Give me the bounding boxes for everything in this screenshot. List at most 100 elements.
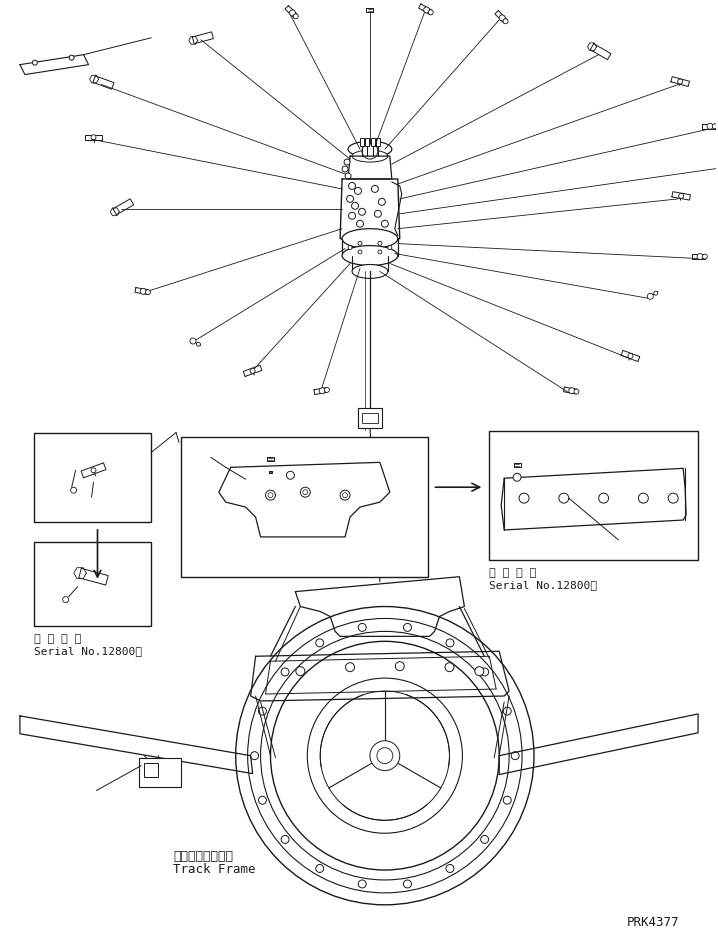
Circle shape	[358, 624, 366, 631]
Bar	[376, 138, 380, 146]
Circle shape	[289, 10, 295, 16]
Circle shape	[91, 135, 96, 140]
Circle shape	[388, 246, 392, 250]
Circle shape	[258, 796, 266, 804]
Circle shape	[707, 123, 713, 129]
Circle shape	[261, 631, 509, 880]
Circle shape	[480, 668, 489, 676]
Circle shape	[428, 10, 433, 15]
Bar	[358, 408, 382, 427]
Bar	[181, 438, 428, 576]
Ellipse shape	[348, 142, 392, 157]
Circle shape	[258, 708, 266, 715]
Ellipse shape	[352, 264, 388, 278]
Circle shape	[513, 473, 521, 481]
Ellipse shape	[352, 150, 388, 162]
Text: 適 用 号 機: 適 用 号 機	[34, 634, 81, 644]
Circle shape	[574, 389, 579, 394]
Circle shape	[357, 221, 363, 227]
Text: トラックフレーム: トラックフレーム	[173, 850, 233, 863]
Text: Serial No.12800～: Serial No.12800～	[34, 646, 142, 656]
Circle shape	[668, 493, 679, 503]
Circle shape	[702, 254, 707, 259]
Circle shape	[358, 250, 362, 254]
Circle shape	[480, 835, 489, 843]
Circle shape	[146, 290, 151, 294]
Circle shape	[320, 388, 325, 394]
Circle shape	[32, 61, 37, 65]
Circle shape	[446, 639, 454, 647]
Circle shape	[503, 708, 511, 715]
Circle shape	[236, 606, 534, 905]
Circle shape	[281, 835, 289, 843]
Circle shape	[654, 291, 658, 295]
Circle shape	[599, 493, 609, 503]
Circle shape	[381, 221, 388, 227]
Bar	[489, 430, 698, 560]
Circle shape	[503, 19, 508, 24]
Circle shape	[345, 663, 355, 671]
Circle shape	[445, 663, 454, 671]
Text: PRK4377: PRK4377	[627, 916, 679, 929]
Circle shape	[424, 7, 429, 13]
Circle shape	[404, 880, 411, 888]
Circle shape	[316, 865, 324, 872]
Circle shape	[396, 662, 404, 670]
Bar	[360, 138, 364, 146]
Bar	[144, 762, 158, 776]
Circle shape	[251, 751, 258, 760]
Circle shape	[371, 185, 378, 193]
Circle shape	[348, 212, 355, 219]
Circle shape	[268, 492, 273, 498]
Circle shape	[348, 182, 355, 189]
Circle shape	[348, 246, 352, 250]
Circle shape	[499, 15, 505, 20]
Circle shape	[197, 343, 200, 346]
Circle shape	[638, 493, 648, 503]
Circle shape	[697, 253, 703, 260]
Circle shape	[69, 55, 74, 61]
Circle shape	[712, 124, 717, 128]
Circle shape	[358, 209, 365, 215]
Circle shape	[352, 202, 358, 209]
Circle shape	[347, 196, 353, 202]
Circle shape	[511, 751, 519, 760]
Circle shape	[370, 741, 400, 771]
Circle shape	[190, 338, 196, 344]
Circle shape	[316, 639, 324, 647]
Circle shape	[325, 387, 330, 393]
Circle shape	[404, 624, 411, 631]
Circle shape	[300, 487, 310, 497]
Circle shape	[377, 748, 393, 763]
Circle shape	[344, 159, 350, 165]
Circle shape	[358, 241, 362, 245]
Circle shape	[378, 250, 382, 254]
Circle shape	[475, 667, 484, 676]
Circle shape	[648, 293, 653, 299]
Circle shape	[320, 691, 449, 820]
Circle shape	[678, 79, 683, 84]
Circle shape	[378, 241, 382, 245]
Circle shape	[446, 865, 454, 872]
Circle shape	[281, 668, 289, 676]
Circle shape	[628, 354, 633, 358]
Text: 適 用 号 機: 適 用 号 機	[489, 568, 536, 578]
Circle shape	[140, 289, 146, 294]
Text: Track Frame: Track Frame	[173, 863, 256, 876]
Circle shape	[340, 491, 350, 500]
Circle shape	[307, 678, 462, 833]
Circle shape	[70, 487, 77, 493]
Bar	[365, 138, 369, 146]
Circle shape	[519, 493, 529, 503]
Circle shape	[271, 641, 499, 870]
Circle shape	[91, 467, 96, 473]
Circle shape	[342, 166, 348, 172]
Circle shape	[503, 796, 511, 804]
Circle shape	[569, 388, 575, 394]
Text: Serial No.12800～: Serial No.12800～	[489, 580, 597, 589]
Circle shape	[286, 471, 294, 479]
Circle shape	[62, 597, 69, 602]
Bar	[34, 542, 151, 627]
Circle shape	[559, 493, 569, 503]
Circle shape	[342, 492, 348, 498]
